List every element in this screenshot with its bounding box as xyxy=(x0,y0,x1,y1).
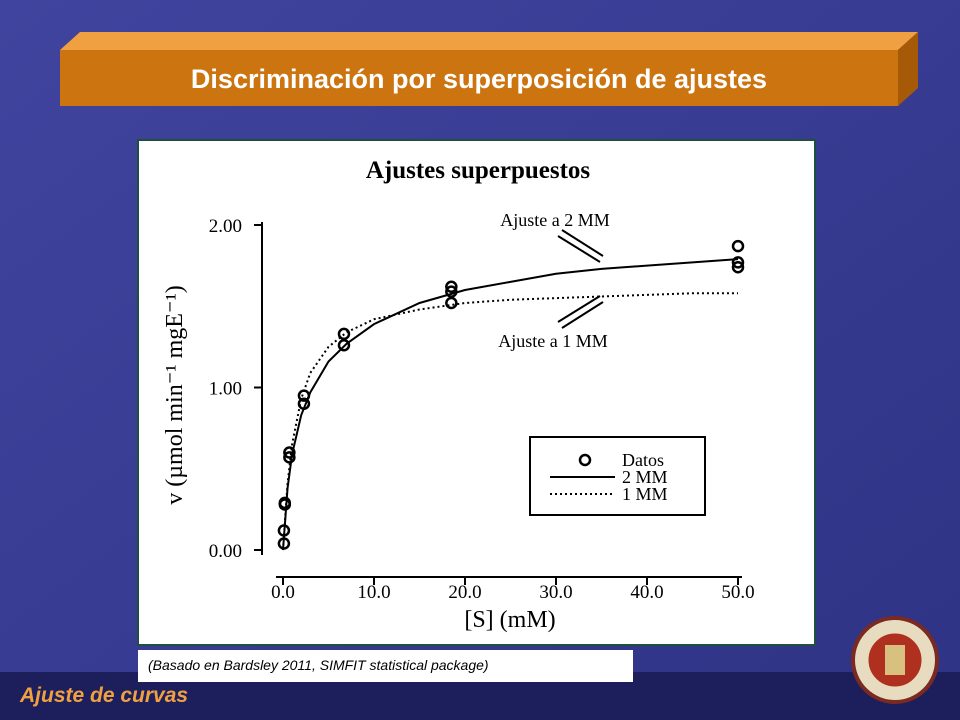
data-point xyxy=(283,446,296,459)
y-tick-label: 1.00 xyxy=(209,379,242,400)
annotation: Ajuste a 2 MM xyxy=(500,210,610,230)
y-axis-label: v (µmol min⁻¹ mgE⁻¹) xyxy=(162,285,188,505)
legend-marker xyxy=(578,453,592,467)
title-bar-top xyxy=(60,32,918,50)
data-point xyxy=(731,256,745,269)
x-tick-label: 40.0 xyxy=(630,582,663,603)
chart-area xyxy=(137,139,816,646)
annotation-arrows xyxy=(557,229,604,329)
x-tick-label: 50.0 xyxy=(721,582,754,603)
data-point xyxy=(445,280,458,293)
x-axis-label: [S] (mM) xyxy=(464,607,555,633)
title-bar-side xyxy=(898,32,918,106)
annotation: Ajuste a 1 MM xyxy=(498,331,608,351)
x-tick-label: 0.0 xyxy=(271,582,295,603)
data-point xyxy=(278,496,292,510)
caption-box xyxy=(138,650,633,682)
data-point xyxy=(283,451,296,464)
data-point xyxy=(731,261,745,274)
title-bar xyxy=(60,50,898,106)
footer-text: Ajuste de curvas xyxy=(19,684,188,707)
legend-label: Datos xyxy=(622,450,664,470)
x-tick-label: 30.0 xyxy=(539,582,572,603)
y-tick-label: 2.00 xyxy=(209,216,242,237)
slide-title: Discriminación por superposición de ajus… xyxy=(191,64,767,94)
x-tick-label: 10.0 xyxy=(357,582,390,603)
data-point xyxy=(731,239,745,253)
y-tick-label: 0.00 xyxy=(209,541,242,562)
chart-title: Ajustes superpuestos xyxy=(366,157,591,184)
x-tick-label: 20.0 xyxy=(448,582,481,603)
data-point xyxy=(337,339,351,352)
legend-label: 1 MM xyxy=(622,484,668,504)
seal xyxy=(851,616,939,704)
data-point xyxy=(337,327,351,341)
legend-label: 2 MM xyxy=(622,467,668,487)
fit-line xyxy=(282,258,739,551)
data-point xyxy=(445,296,458,310)
caption: (Basado en Bardsley 2011, SIMFIT statist… xyxy=(148,657,489,673)
